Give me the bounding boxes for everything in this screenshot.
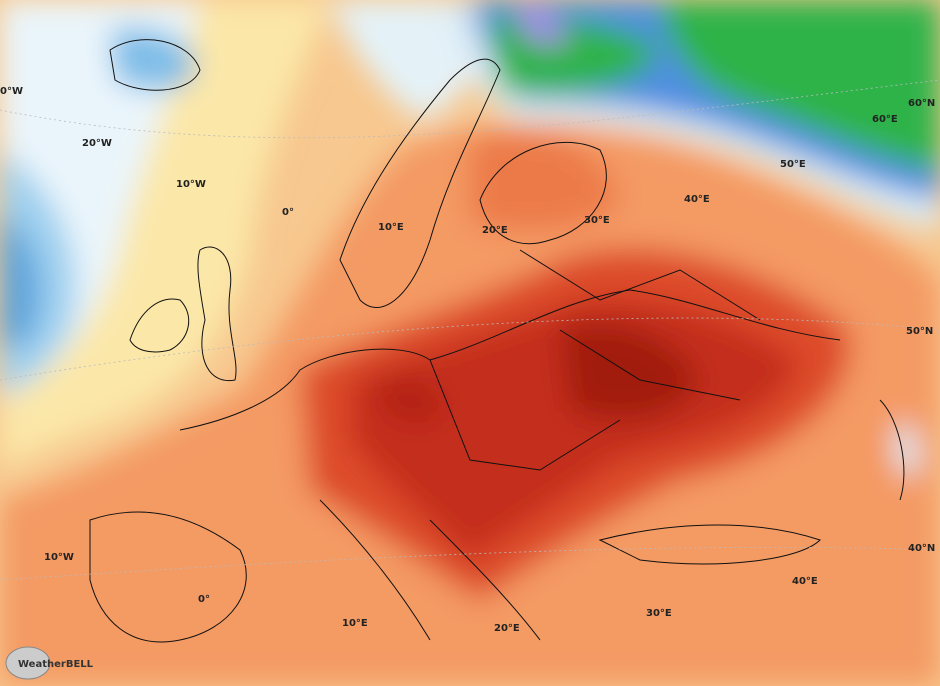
grid-label: 0° bbox=[198, 594, 210, 605]
grid-label: 10°W bbox=[44, 552, 74, 563]
grid-label: 50°E bbox=[780, 159, 806, 170]
logo-text: WeatherBELL bbox=[18, 659, 94, 670]
coastlines bbox=[89, 39, 905, 643]
grid-label: 30°E bbox=[646, 608, 672, 619]
grid-label: 60°N bbox=[908, 98, 935, 109]
logo: WeatherBELL bbox=[5, 646, 94, 680]
grid-label: 20°E bbox=[482, 225, 508, 236]
grid-label: 20°E bbox=[494, 623, 520, 634]
grid-label: 40°N bbox=[908, 543, 935, 554]
grid-label: 10°E bbox=[378, 222, 404, 233]
grid-label: 10°W bbox=[176, 179, 206, 190]
graticule bbox=[0, 79, 940, 581]
grid-label: 0°W bbox=[0, 86, 23, 97]
grid-label: 60°E bbox=[872, 114, 898, 125]
grid-label: 0° bbox=[282, 207, 294, 218]
grid-label: 10°E bbox=[342, 618, 368, 629]
grid-label: 50°N bbox=[906, 326, 933, 337]
grid-label: 40°E bbox=[684, 194, 710, 205]
grid-label: 40°E bbox=[792, 576, 818, 587]
grid-label: 20°W bbox=[82, 138, 112, 149]
grid-labels: 0°W 20°W 10°W 0° 10°E 20°E 30°E 40°E 50°E 60°E 60°… bbox=[0, 86, 935, 634]
grid-label: 30°E bbox=[584, 215, 610, 226]
